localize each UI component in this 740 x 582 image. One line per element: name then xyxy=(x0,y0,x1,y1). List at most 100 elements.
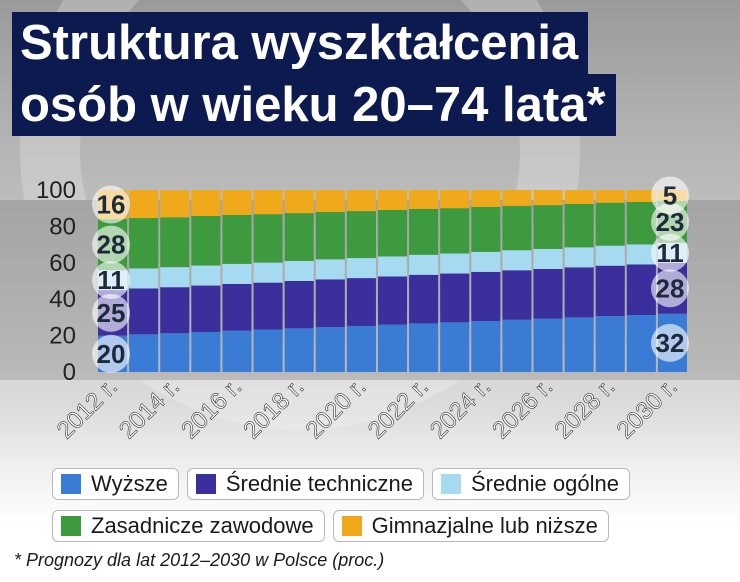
x-tick-label: 2014 r. xyxy=(114,373,185,444)
legend-swatch xyxy=(61,474,81,494)
bar-segment xyxy=(129,288,159,335)
bar-segment xyxy=(502,250,532,271)
bars xyxy=(98,190,687,372)
bar-segment xyxy=(284,213,314,261)
value-badge xyxy=(651,176,689,215)
bar-segment xyxy=(191,190,221,217)
value-badge xyxy=(651,202,689,241)
bar-segment xyxy=(315,259,345,280)
bar-segment xyxy=(626,202,656,245)
bar-segment xyxy=(284,328,314,372)
legend-label: Gimnazjalne lub niższe xyxy=(371,513,598,538)
bar-segment xyxy=(160,287,190,334)
bar-segment xyxy=(471,271,501,322)
bar-segment xyxy=(502,205,532,251)
bar-segment xyxy=(595,190,625,203)
value-label: 25 xyxy=(97,298,126,328)
legend-label: Wyższe xyxy=(91,471,168,496)
bar-segment xyxy=(564,204,594,248)
bar-segment xyxy=(346,325,376,372)
bar-segment xyxy=(564,317,594,372)
bar-segment xyxy=(346,211,376,259)
bar-segment xyxy=(160,217,190,268)
bar-segment xyxy=(191,285,221,332)
bar-segment xyxy=(595,202,625,246)
bar-segment xyxy=(253,282,283,330)
legend-label: Średnie ogólne xyxy=(470,471,619,496)
bar-segment xyxy=(502,190,532,206)
y-tick-label: 100 xyxy=(36,177,76,204)
value-badge xyxy=(92,293,130,332)
bar-segment xyxy=(222,330,252,372)
value-badge xyxy=(651,323,689,362)
chart-title-line-2: osób w wieku 20–74 lata* xyxy=(12,74,616,136)
y-tick-label: 60 xyxy=(49,250,76,277)
bar-segment xyxy=(253,262,283,283)
legend-label: Średnie techniczne xyxy=(225,471,413,496)
bar-segment xyxy=(253,190,283,215)
background-ring xyxy=(20,0,580,430)
bar-segment xyxy=(222,190,252,215)
bar-segment xyxy=(129,190,159,219)
bar-segment xyxy=(440,253,470,274)
legend-label: Zasadnicze zawodowe xyxy=(91,513,314,538)
x-tick-label: 2022 r. xyxy=(363,373,434,444)
x-tick-label: 2030 r. xyxy=(612,373,683,444)
y-axis: 0 20 40 60 80 100 xyxy=(36,177,76,386)
bar-segment xyxy=(160,267,190,288)
legend-item-srednie-techniczne: Średnie techniczne xyxy=(186,468,424,500)
bar-segment xyxy=(253,329,283,372)
x-tick-label: 2016 r. xyxy=(176,373,247,444)
bar-segment xyxy=(595,265,625,317)
bar-segment xyxy=(409,274,439,324)
bar-segment xyxy=(315,279,345,328)
bar-segment xyxy=(315,327,345,372)
bar-segment xyxy=(377,190,408,211)
legend-item-gimnazjalne: Gimnazjalne lub niższe xyxy=(332,510,609,542)
bar-segment xyxy=(533,248,563,269)
bar-segment xyxy=(471,206,501,252)
legend-item-srednie-ogolne: Średnie ogólne xyxy=(431,468,630,500)
x-tick-label: 2024 r. xyxy=(425,373,496,444)
x-tick-label: 2026 r. xyxy=(487,373,558,444)
bar-segment xyxy=(284,190,314,214)
bar-segment xyxy=(191,265,221,286)
bar-segment xyxy=(129,218,159,269)
value-label: 28 xyxy=(97,230,126,260)
bar-segment xyxy=(222,214,252,264)
y-tick-label: 20 xyxy=(49,323,76,350)
value-label: 5 xyxy=(663,180,677,210)
bar-segment xyxy=(377,256,408,277)
y-tick-label: 80 xyxy=(49,213,76,240)
bar-segment xyxy=(533,268,563,319)
chart-title-line-1: Struktura wyszktałcenia xyxy=(12,12,589,74)
legend-swatch xyxy=(341,516,362,536)
value-label: 32 xyxy=(656,328,685,358)
bar-segment xyxy=(377,276,408,325)
bar-segment xyxy=(533,190,563,206)
bar-segment xyxy=(377,324,408,372)
x-axis: 2012 r.2014 r.2016 r.2018 r.2020 r.2022 … xyxy=(51,373,683,445)
bar-segment xyxy=(253,214,283,263)
bar-segment xyxy=(222,283,252,331)
value-label: 16 xyxy=(97,190,126,220)
bar-segment xyxy=(440,273,470,323)
bar-segment xyxy=(533,205,563,249)
bar-segment xyxy=(564,190,594,205)
bar-segment xyxy=(409,323,439,372)
bar-segment xyxy=(129,268,159,289)
bar-segment xyxy=(533,318,563,372)
value-badge xyxy=(651,269,689,308)
legend-item-zasadnicze-zawodowe: Zasadnicze zawodowe xyxy=(52,510,325,542)
value-label: 28 xyxy=(656,273,685,303)
bar-segment xyxy=(346,190,376,212)
bar-segment xyxy=(626,264,656,316)
bar-segment xyxy=(471,321,501,372)
bar-segment xyxy=(160,333,190,372)
legend-swatch xyxy=(195,474,216,494)
value-badge xyxy=(92,185,130,224)
value-badge xyxy=(92,225,130,264)
